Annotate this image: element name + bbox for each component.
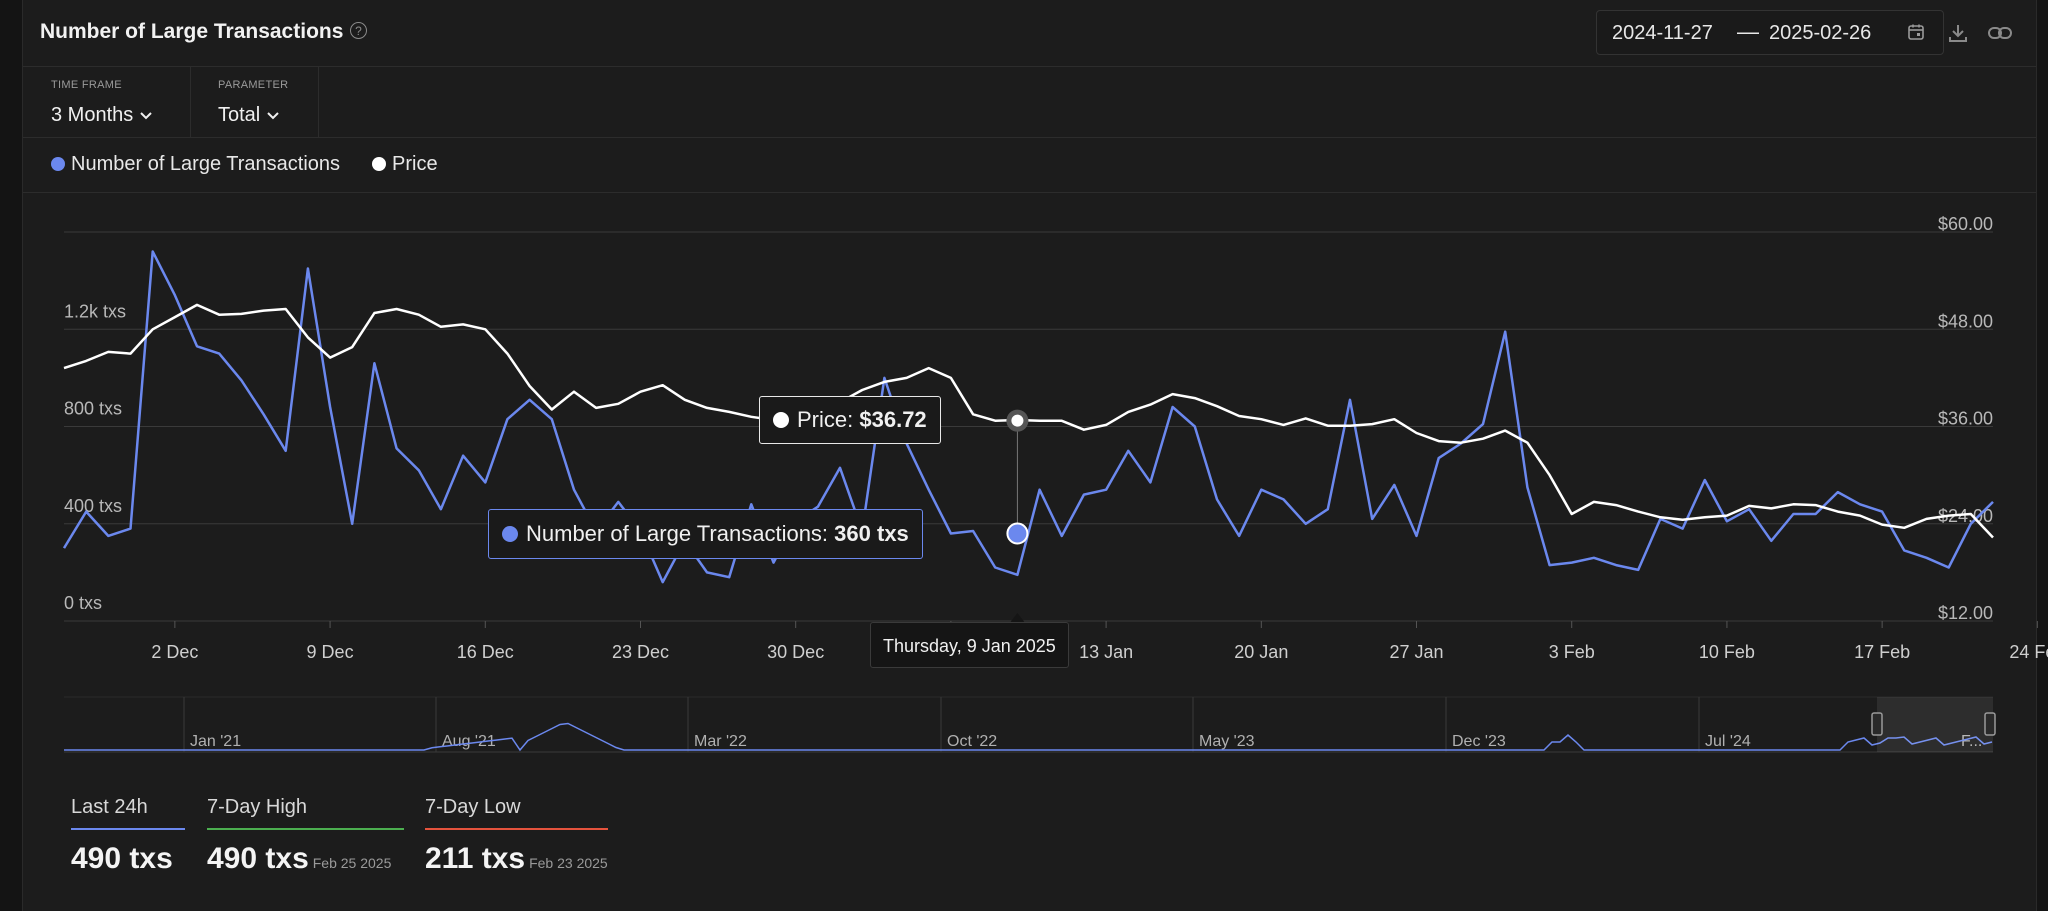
stat-value: 490 txs Feb 25 2025 [207,842,404,876]
x-tick-label: 17 Feb [1854,642,1910,662]
stat-7day-low: 7-Day Low 211 txs Feb 23 2025 [425,796,608,876]
transactions-tooltip: Number of Large Transactions: 360 txs [488,509,923,559]
x-tick-label: 16 Dec [457,642,514,662]
chart-controls: TIME FRAME 3 Months PARAMETER Total [23,67,2036,138]
navigator-label: Jul '24 [1705,733,1751,750]
x-tick-label: 2 Dec [151,642,198,662]
x-tick-label: 24 Feb [2009,642,2048,662]
stat-bar [425,828,608,830]
stat-value: 490 txs [71,842,185,876]
x-tick-label: 9 Dec [307,642,354,662]
x-tick-label: 30 Dec [767,642,824,662]
legend-dot-transactions [51,157,65,171]
navigator-label: Aug '21 [442,733,496,750]
timeframe-value[interactable]: 3 Months [51,104,153,127]
transactions-line [62,250,1994,584]
parameter-value[interactable]: Total [218,104,280,127]
stat-date: Feb 23 2025 [529,855,608,871]
parameter-value-text: Total [218,104,261,126]
date-start-field[interactable]: 2024-11-27 [1612,22,1713,44]
x-tick-label: 27 Jan [1389,642,1443,662]
stat-label: 7-Day High [207,796,308,818]
help-icon[interactable]: ? [350,22,367,39]
legend-label-transactions: Number of Large Transactions [71,153,341,175]
calendar-icon[interactable] [1907,23,1925,41]
stat-7day-high: 7-Day High 490 txs Feb 25 2025 [207,796,404,876]
y-left-tick-label: 0 txs [64,593,102,613]
stat-date: Feb 25 2025 [312,855,392,871]
stat-label: Last 24h [71,796,148,818]
y-right-tick-label: $48.00 [1938,311,1993,331]
transactions-tooltip-value: 360 txs [834,521,909,546]
parameter-select[interactable]: PARAMETER Total [190,67,319,137]
date-range-picker[interactable]: 2024-11-27 — 2025-02-26 [1596,10,1944,55]
chart-panel: Number of Large Transactions ? 2024-11-2… [22,0,2037,911]
stat-value-number: 490 txs [71,842,173,875]
y-right-tick-label: $36.00 [1938,409,1993,429]
price-highlight-marker [1011,414,1024,427]
x-tick-label: 10 Feb [1699,642,1755,662]
navigator-label: Jan '21 [190,733,241,750]
timeframe-select[interactable]: TIME FRAME 3 Months [23,67,191,137]
y-left-tick-label: 1.2k txs [64,301,126,321]
stat-bar [207,828,404,830]
date-tooltip: Thursday, 9 Jan 2025 [870,622,1069,668]
navigator-handle[interactable] [1871,712,1883,736]
chevron-down-icon [140,112,152,120]
date-separator: — [1737,19,1759,44]
chart-title: Number of Large Transactions [40,20,344,43]
stat-bar [71,828,185,830]
transactions-tooltip-label: Number of Large Transactions: [526,521,829,546]
navigator-handle[interactable] [1984,712,1996,736]
transactions-highlight-marker [1006,522,1029,545]
timeframe-value-text: 3 Months [51,104,134,126]
price-tooltip-value: $36.72 [859,407,927,432]
timeframe-label: TIME FRAME [51,79,122,91]
legend-item-price[interactable]: Price [372,153,438,176]
y-right-tick-label: $12.00 [1938,603,1993,623]
download-icon[interactable] [1947,22,1969,44]
navigator-line [64,722,1993,752]
navigator-label: Dec '23 [1452,733,1506,750]
price-tooltip-label: Price: [797,407,854,432]
chart-legend: Number of Large Transactions Price [23,138,2036,193]
stat-value-number: 211 txs [425,842,526,875]
stat-value: 211 txs Feb 23 2025 [425,842,608,876]
chart-header: Number of Large Transactions ? 2024-11-2… [23,0,2036,67]
navigator-label: May '23 [1199,733,1255,750]
legend-item-transactions[interactable]: Number of Large Transactions [51,153,340,176]
x-tick-label: 20 Jan [1234,642,1288,662]
y-right-tick-label: $24.00 [1938,506,1993,526]
y-left-tick-label: 400 txs [64,496,122,516]
date-tooltip-pointer [1010,613,1025,622]
x-tick-label: 3 Feb [1549,642,1595,662]
navigator-label: Mar '22 [694,733,747,750]
y-right-tick-label: $60.00 [1938,214,1993,234]
navigator-label: Oct '22 [947,733,997,750]
stat-last-24h: Last 24h 490 txs [71,796,185,876]
chevron-down-icon [267,112,279,120]
transactions-tooltip-dot [502,526,518,542]
date-end-field[interactable]: 2025-02-26 [1769,22,1872,44]
stat-label: 7-Day Low [425,796,521,818]
stat-value-number: 490 txs [207,842,309,875]
parameter-label: PARAMETER [218,79,289,91]
link-icon[interactable] [1987,22,2013,44]
price-tooltip-dot [773,412,789,428]
price-line [63,303,1994,539]
navigator-selection[interactable] [1877,697,1993,752]
y-left-tick-label: 800 txs [64,399,122,419]
x-tick-label: 13 Jan [1079,642,1133,662]
x-tick-label: 23 Dec [612,642,669,662]
legend-label-price: Price [392,153,438,175]
price-tooltip: Price: $36.72 [759,396,941,444]
legend-dot-price [372,157,386,171]
